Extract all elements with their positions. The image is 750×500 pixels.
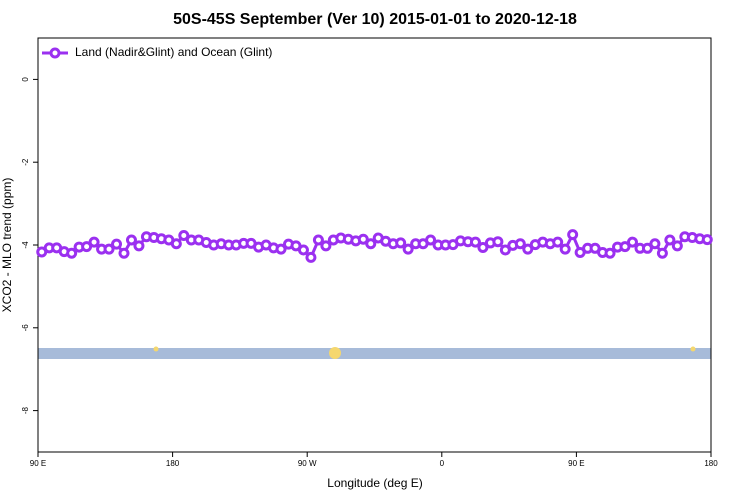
chart-title: 50S-45S September (Ver 10) 2015-01-01 to… bbox=[173, 11, 577, 28]
point bbox=[626, 236, 638, 248]
point bbox=[297, 244, 309, 256]
point bbox=[365, 238, 377, 250]
point bbox=[514, 238, 526, 250]
point bbox=[103, 243, 115, 255]
point bbox=[88, 236, 100, 248]
point bbox=[357, 233, 369, 245]
y-tick-label: -2 bbox=[21, 158, 30, 166]
point bbox=[320, 240, 332, 252]
point bbox=[133, 240, 145, 252]
y-tick-label: 0 bbox=[21, 77, 30, 82]
point bbox=[81, 241, 93, 253]
point bbox=[671, 240, 683, 252]
point bbox=[305, 251, 317, 263]
point bbox=[552, 236, 564, 248]
point bbox=[469, 236, 481, 248]
land-spot bbox=[329, 347, 341, 359]
point bbox=[111, 238, 123, 250]
land-spot bbox=[153, 346, 159, 352]
x-axis-label: Longitude (deg E) bbox=[327, 476, 422, 490]
point bbox=[178, 229, 190, 241]
point bbox=[604, 247, 616, 259]
point bbox=[499, 244, 511, 256]
point bbox=[125, 234, 137, 246]
point bbox=[395, 237, 407, 249]
y-axis-label: XCO2 - MLO trend (ppm) bbox=[0, 178, 14, 313]
legend-label: Land (Nadir&Glint) and Ocean (Glint) bbox=[75, 45, 272, 59]
point bbox=[425, 234, 437, 246]
y-tick-label: -8 bbox=[21, 406, 30, 414]
point bbox=[649, 238, 661, 250]
point bbox=[664, 234, 676, 246]
land-spot bbox=[690, 346, 696, 352]
x-tick-label: 180 bbox=[704, 459, 718, 468]
point bbox=[118, 247, 130, 259]
y-tick-label: -4 bbox=[21, 241, 30, 249]
point bbox=[559, 243, 571, 255]
x-tick-label: 0 bbox=[440, 459, 445, 468]
point bbox=[312, 234, 324, 246]
point bbox=[619, 241, 631, 253]
point bbox=[567, 229, 579, 241]
point bbox=[656, 247, 668, 259]
y-tick-label: -6 bbox=[21, 324, 30, 332]
point bbox=[701, 234, 713, 246]
land-band bbox=[38, 348, 711, 359]
point bbox=[522, 243, 534, 255]
point bbox=[66, 247, 78, 259]
point bbox=[402, 243, 414, 255]
x-tick-label: 90 E bbox=[568, 459, 584, 468]
x-tick-label: 90 W bbox=[298, 459, 317, 468]
x-tick-label: 90 E bbox=[30, 459, 46, 468]
point bbox=[275, 243, 287, 255]
x-tick-label: 180 bbox=[166, 459, 180, 468]
point bbox=[477, 241, 489, 253]
legend-marker bbox=[49, 47, 61, 59]
point bbox=[170, 238, 182, 250]
point bbox=[492, 236, 504, 248]
point bbox=[641, 242, 653, 254]
